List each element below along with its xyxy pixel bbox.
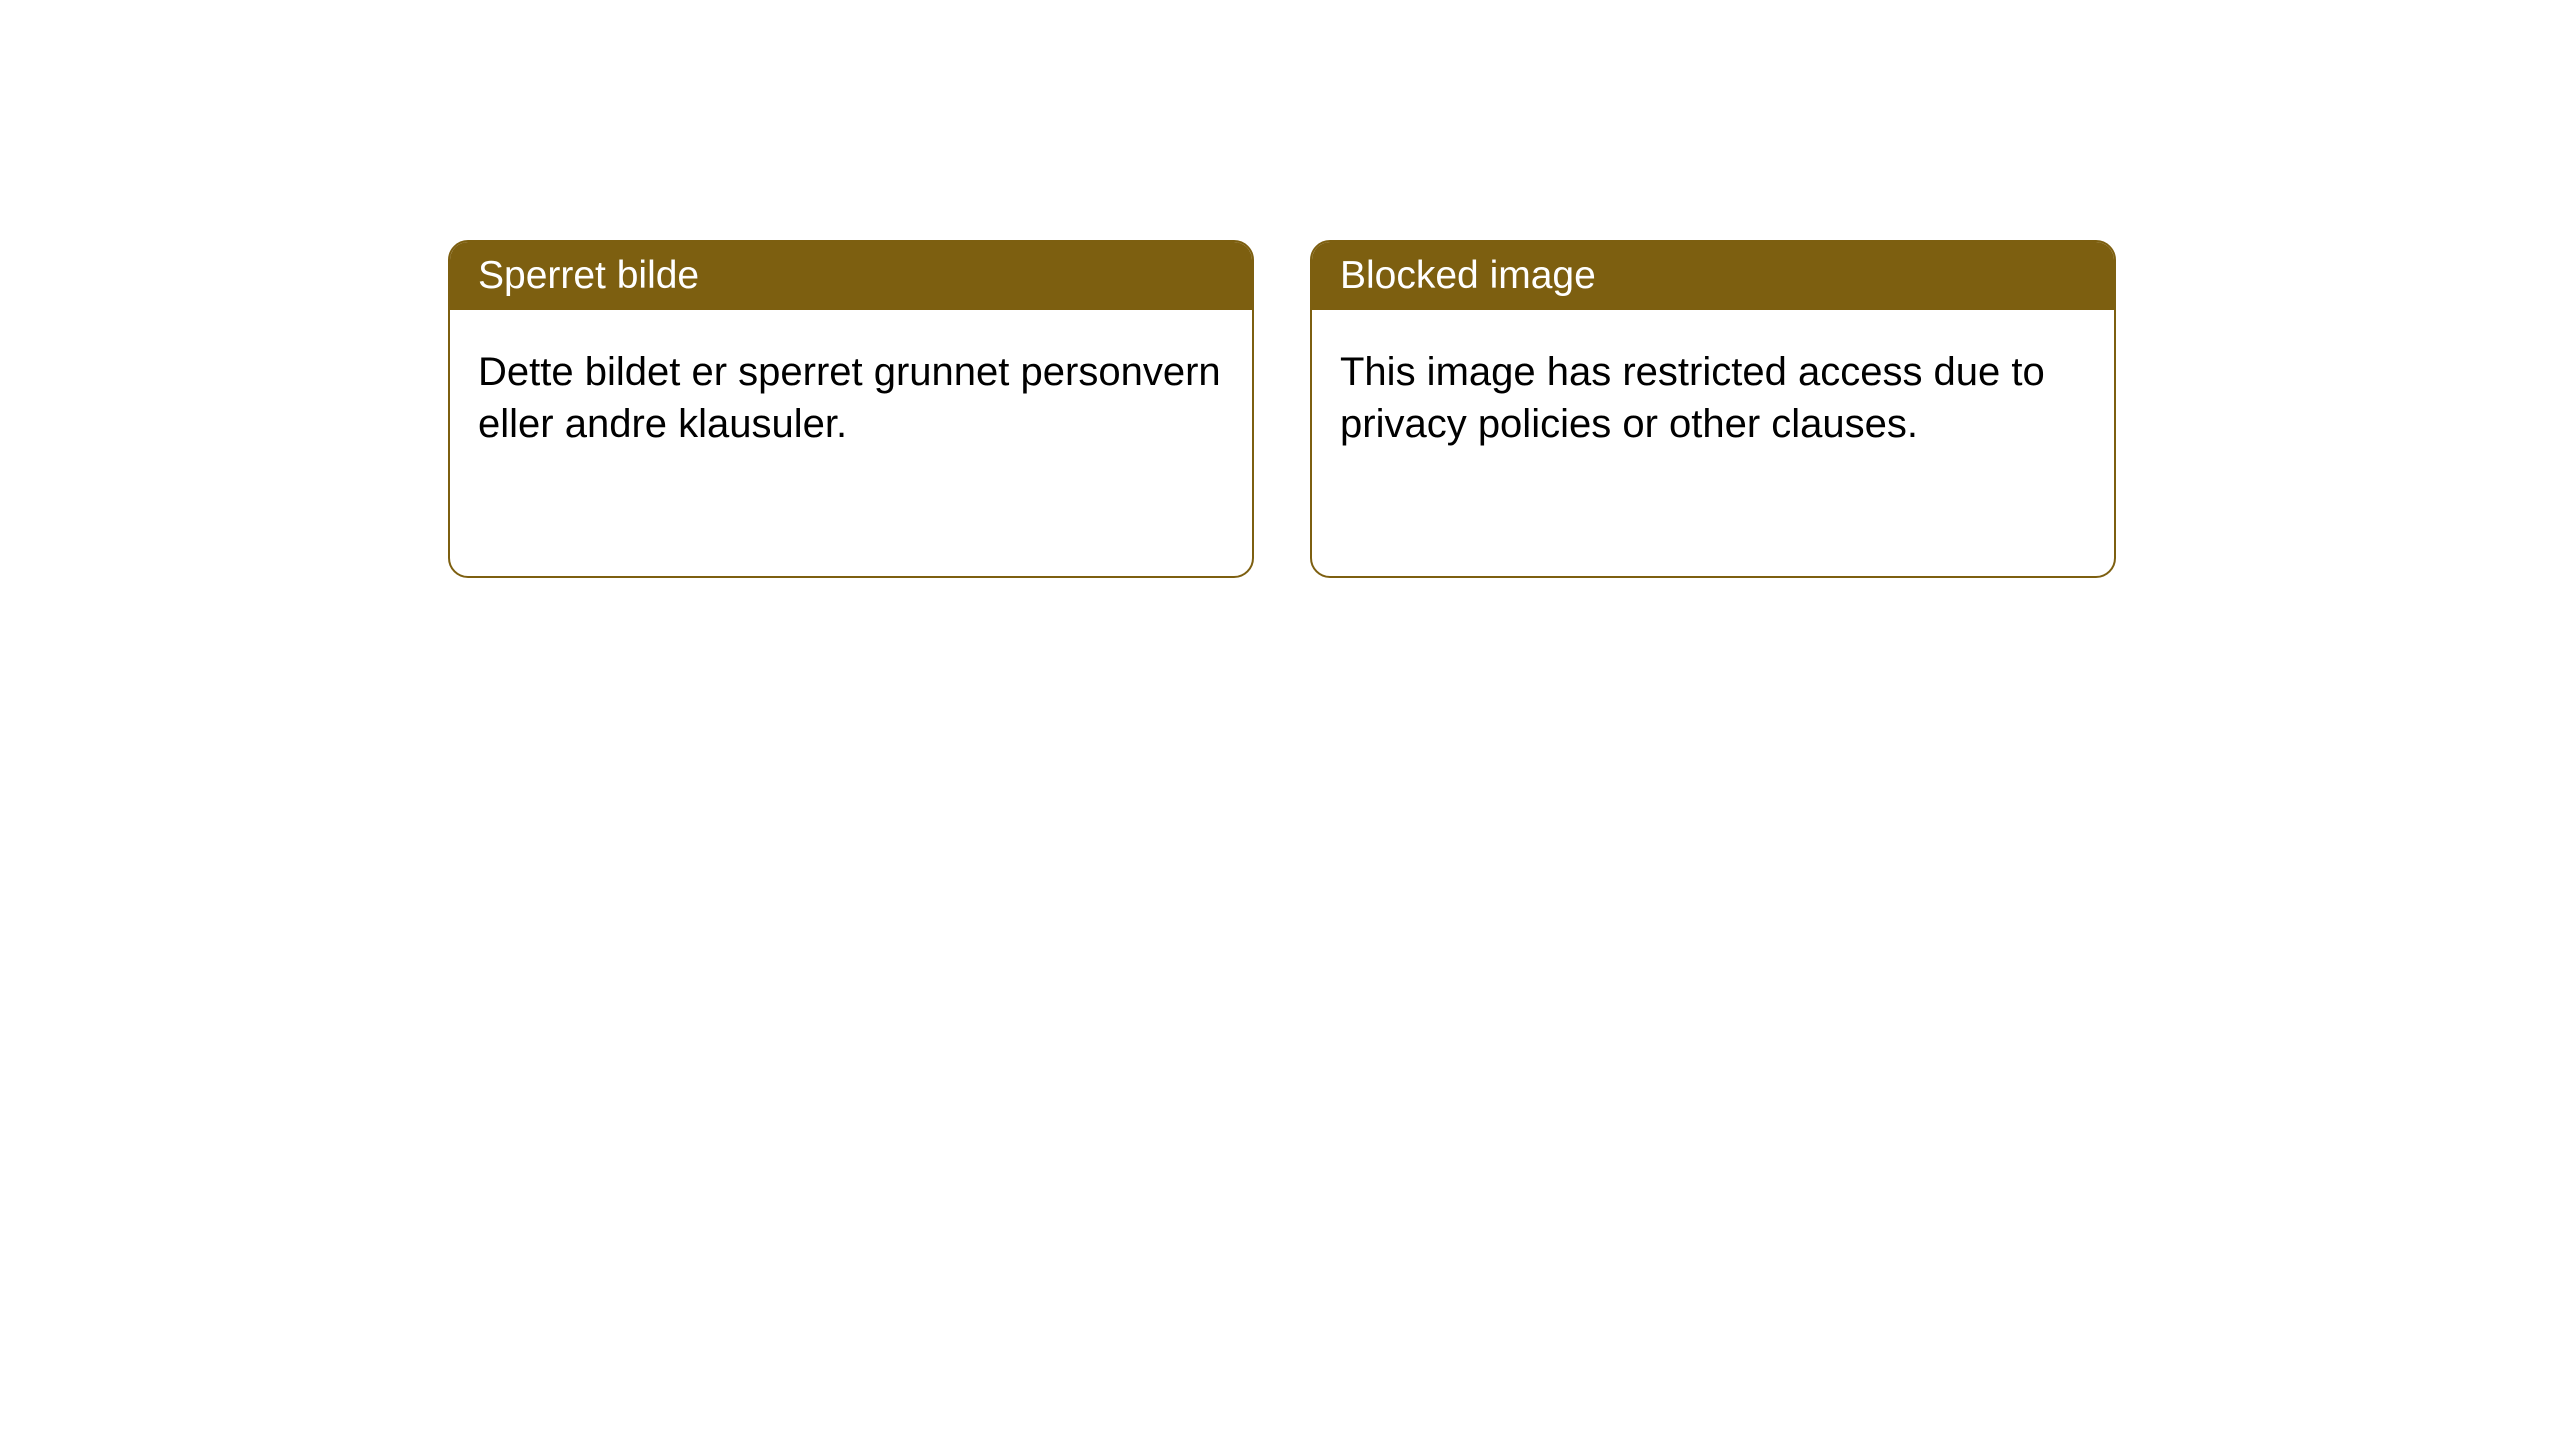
notice-title: Sperret bilde: [478, 254, 699, 297]
notice-header: Sperret bilde: [450, 242, 1252, 310]
notice-body-text: This image has restricted access due to …: [1340, 350, 2045, 446]
notice-body: Dette bildet er sperret grunnet personve…: [450, 310, 1252, 486]
notice-header: Blocked image: [1312, 242, 2114, 310]
notice-body: This image has restricted access due to …: [1312, 310, 2114, 486]
notice-title: Blocked image: [1340, 254, 1596, 297]
notice-card-english: Blocked image This image has restricted …: [1310, 240, 2116, 578]
notice-card-norwegian: Sperret bilde Dette bildet er sperret gr…: [448, 240, 1254, 578]
notice-container: Sperret bilde Dette bildet er sperret gr…: [0, 0, 2560, 578]
notice-body-text: Dette bildet er sperret grunnet personve…: [478, 350, 1221, 446]
